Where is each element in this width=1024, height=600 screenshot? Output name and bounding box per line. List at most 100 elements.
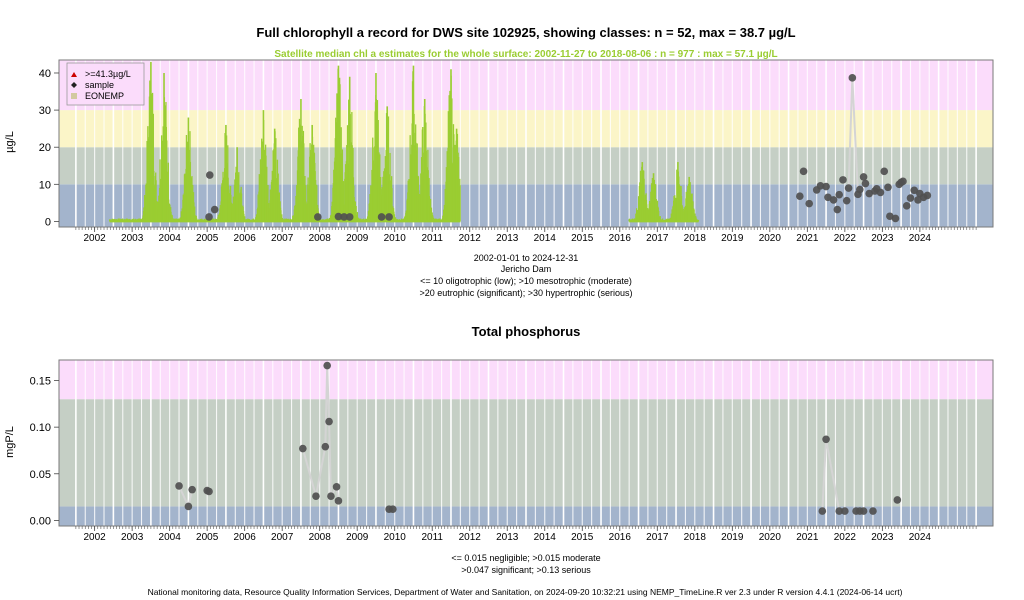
caption-line: >20 eutrophic (significant); >30 hypertr… [419,288,632,298]
sample-point [184,502,193,511]
sample-point [327,492,335,500]
sample-point [334,212,343,221]
sample-point [893,496,902,504]
sample-point [340,213,348,221]
x-tick-label: 2012 [459,233,482,244]
x-tick-label: 2022 [834,233,857,244]
x-tick-label: 2018 [684,233,707,244]
x-tick-label: 2021 [796,233,819,244]
sample-point [891,214,900,223]
x-tick-label: 2022 [834,532,857,543]
x-tick-label: 2007 [271,532,294,543]
chlorophyll-title: Full chlorophyll a record for DWS site 1… [256,25,795,40]
x-tick-label: 2006 [234,532,257,543]
x-tick-label: 2007 [271,233,294,244]
sample-point [835,190,844,199]
sample-point [861,179,870,188]
sample-point [822,435,830,444]
sample-series [205,74,932,223]
y-tick-label: 40 [39,68,51,80]
x-tick-label: 2013 [496,233,519,244]
x-tick-label: 2020 [759,233,782,244]
x-tick-label: 2020 [759,532,782,543]
sample-point [389,505,397,514]
sample-point [910,186,919,195]
sample-point [799,167,808,176]
sample-point [796,192,804,200]
sample-point [848,74,857,82]
sample-point [869,507,877,515]
x-tick-label: 2019 [721,233,744,244]
sample-point [345,213,354,221]
sample-point [175,482,183,490]
sample-point [332,483,341,491]
caption-line: <= 10 oligotrophic (low); >10 mesotrophi… [420,276,632,286]
sample-point [188,485,196,494]
y-tick-label: 10 [39,179,51,191]
sample-point [377,213,386,221]
sample-point [385,213,393,221]
sample-point [842,196,851,205]
sample-point [902,202,911,210]
x-axis: 2002 2003 2004 2005 2006 2007 2008 2009 2010 2011… [84,227,932,244]
x-tick-label: 2024 [909,532,932,543]
x-tick-label: 2024 [909,233,932,244]
sample-point [205,171,214,179]
caption-line: Jericho Dam [501,264,552,274]
y-axis-label: µg/L [4,131,16,153]
sample-point [822,182,830,191]
legend-box [66,62,145,106]
sample-point [884,183,892,192]
x-tick-label: 2010 [384,532,407,543]
caption-line: 2002-01-01 to 2024-12-31 [474,253,579,263]
x-tick-label: 2011 [421,233,443,244]
x-tick-label: 2016 [609,233,632,244]
y-tick-label: 20 [39,142,51,154]
x-tick-label: 2021 [796,532,819,543]
sample-point [314,213,322,221]
x-tick-label: 2015 [571,532,594,543]
y-tick-label: 0 [45,216,51,228]
x-tick-label: 2006 [234,233,257,244]
y-axis: 0.00 0.05 0.10 0.15 [30,376,59,527]
sample-point [323,361,331,370]
legend-label: sample [85,80,114,90]
sample-point [923,191,932,200]
x-minor-ticks [75,227,977,230]
sample-point [876,188,885,197]
x-tick-label: 2004 [159,532,182,543]
x-tick-label: 2009 [346,233,369,244]
x-tick-label: 2010 [384,233,407,244]
year-gridlines [75,360,977,526]
legend-label: >=41.3µg/L [85,69,131,79]
sample-point [906,194,915,202]
x-tick-label: 2002 [84,532,107,543]
legend-label: EONEMP [85,91,124,101]
y-tick-label: 0.00 [30,515,51,527]
x-tick-label: 2003 [121,532,144,543]
x-axis: 2002 2003 2004 2005 2006 2007 2008 2009 2010 2011… [84,526,932,543]
x-axis-caption: 2002-01-01 to 2024-12-31 Jericho Dam <= … [419,253,632,298]
sample-point [835,507,844,515]
x-tick-label: 2014 [534,233,557,244]
sample-point [841,507,849,515]
x-tick-label: 2018 [684,532,707,543]
sample-point [859,507,868,515]
x-tick-label: 2017 [646,233,669,244]
x-tick-label: 2005 [196,233,219,244]
legend: >=41.3µg/L sample EONEMP [66,62,145,106]
caption-line: <= 0.015 negligible; >0.015 moderate [451,553,600,563]
x-tick-label: 2008 [309,532,332,543]
sample-point [839,176,847,184]
sample-point [856,185,864,194]
x-tick-label: 2008 [309,233,332,244]
x-tick-label: 2014 [534,532,557,543]
x-tick-label: 2013 [496,532,519,543]
y-axis: 0 10 20 30 40 [39,68,59,228]
sample-point [334,497,343,505]
sample-point [299,444,307,453]
sample-point [325,417,333,426]
y-tick-label: 0.05 [30,469,51,481]
x-tick-label: 2005 [196,532,219,543]
x-tick-label: 2019 [721,532,744,543]
